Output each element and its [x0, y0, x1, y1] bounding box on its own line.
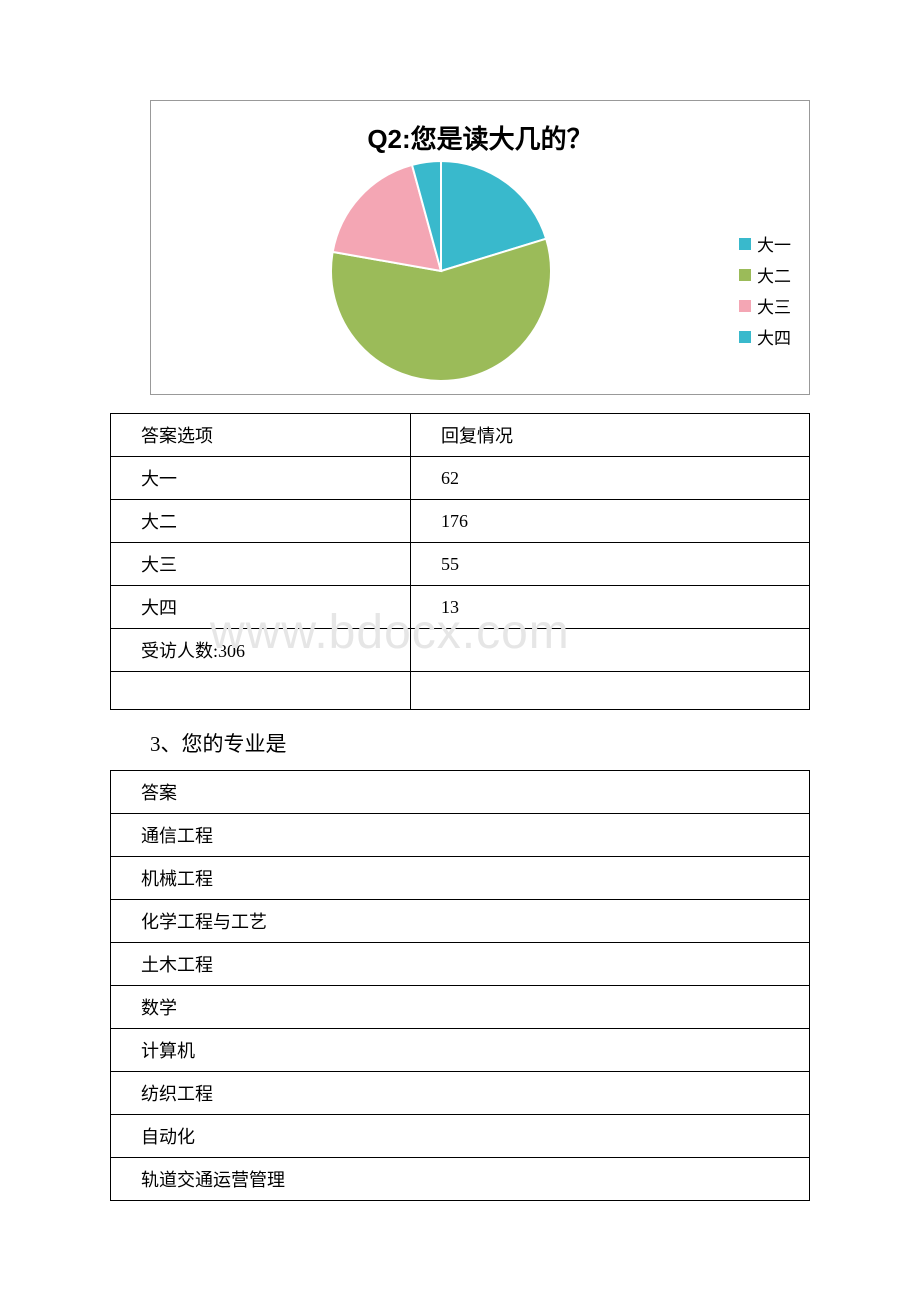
table-empty-row	[111, 672, 810, 710]
cell-option: 大四	[111, 586, 411, 629]
table-row: 化学工程与工艺	[111, 900, 810, 943]
legend-label: 大二	[757, 262, 791, 287]
cell-count: 62	[411, 457, 810, 500]
table-row: 大三 55	[111, 543, 810, 586]
cell-option: 大三	[111, 543, 411, 586]
table-row: 自动化	[111, 1115, 810, 1158]
cell-major: 机械工程	[111, 857, 810, 900]
question-3-heading: 3、您的专业是	[150, 728, 810, 758]
table-row: 纺织工程	[111, 1072, 810, 1115]
cell-count: 176	[411, 500, 810, 543]
cell-major: 通信工程	[111, 814, 810, 857]
pie-chart	[331, 161, 551, 381]
cell-major: 自动化	[111, 1115, 810, 1158]
chart-title: Q2:您是读大几的？	[151, 101, 809, 156]
legend-label: 大三	[757, 293, 791, 318]
col-header-option: 答案选项	[111, 414, 411, 457]
legend-item: 大一	[739, 231, 791, 256]
cell-count: 13	[411, 586, 810, 629]
cell-major: 土木工程	[111, 943, 810, 986]
legend-label: 大四	[757, 324, 791, 349]
legend-item: 大四	[739, 324, 791, 349]
chart-legend: 大一大二大三大四	[739, 231, 791, 355]
table-header-row: 答案	[111, 771, 810, 814]
table-row: 数学	[111, 986, 810, 1029]
cell-major: 数学	[111, 986, 810, 1029]
empty-cell	[111, 672, 411, 710]
cell-option: 大一	[111, 457, 411, 500]
legend-swatch	[739, 300, 751, 312]
table-row: 通信工程	[111, 814, 810, 857]
legend-swatch	[739, 238, 751, 250]
cell-count: 55	[411, 543, 810, 586]
legend-swatch	[739, 331, 751, 343]
col-header-count: 回复情况	[411, 414, 810, 457]
legend-swatch	[739, 269, 751, 281]
footer-total: 受访人数:306	[111, 629, 411, 672]
cell-major: 化学工程与工艺	[111, 900, 810, 943]
legend-item: 大二	[739, 262, 791, 287]
table-row: 轨道交通运营管理	[111, 1158, 810, 1201]
legend-label: 大一	[757, 231, 791, 256]
pie-chart-container: Q2:您是读大几的？ 大一大二大三大四	[150, 100, 810, 395]
table-row: 土木工程	[111, 943, 810, 986]
table-row: 大一 62	[111, 457, 810, 500]
responses-table: 答案选项 回复情况 大一 62 大二 176 大三 55 大四 13 受访人数:…	[110, 413, 810, 710]
table-row: 大二 176	[111, 500, 810, 543]
table-row: 大四 13	[111, 586, 810, 629]
cell-option: 大二	[111, 500, 411, 543]
col-header-answer: 答案	[111, 771, 810, 814]
cell-major: 轨道交通运营管理	[111, 1158, 810, 1201]
legend-item: 大三	[739, 293, 791, 318]
table-row: 机械工程	[111, 857, 810, 900]
cell-major: 计算机	[111, 1029, 810, 1072]
table-row: 计算机	[111, 1029, 810, 1072]
cell-major: 纺织工程	[111, 1072, 810, 1115]
table-footer-row: 受访人数:306	[111, 629, 810, 672]
footer-empty	[411, 629, 810, 672]
empty-cell	[411, 672, 810, 710]
majors-table: 答案 通信工程 机械工程 化学工程与工艺 土木工程 数学 计算机 纺织工程 自动…	[110, 770, 810, 1201]
table-header-row: 答案选项 回复情况	[111, 414, 810, 457]
